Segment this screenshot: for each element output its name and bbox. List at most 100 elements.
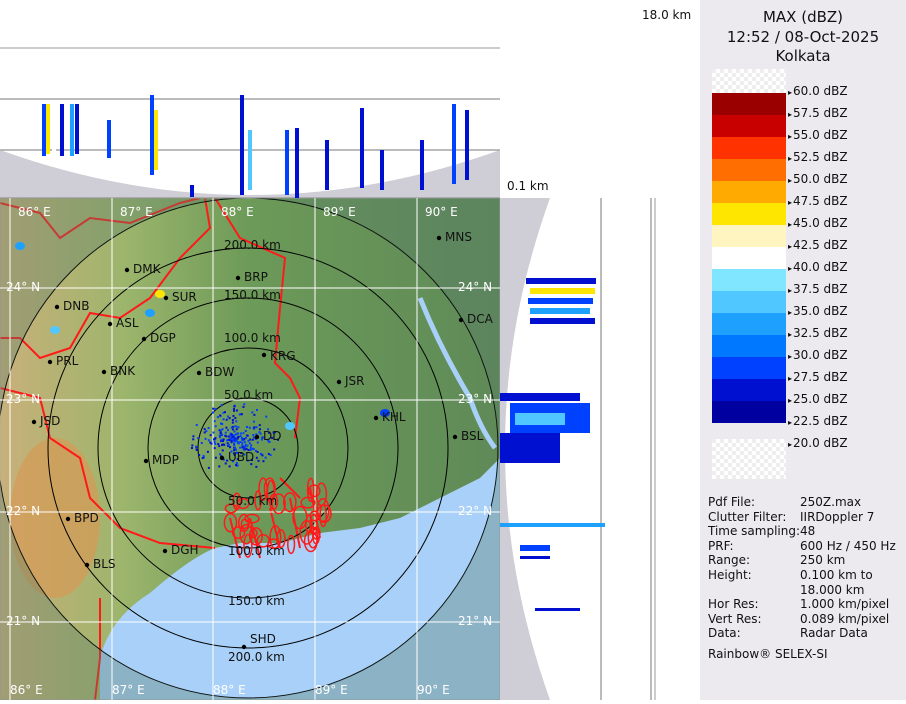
city-label: BDW [205, 365, 235, 379]
height-top-label: 18.0 km [642, 8, 692, 22]
city-dot [235, 275, 241, 281]
echo-pixel [210, 442, 213, 445]
echo-pixel [223, 411, 226, 414]
profile-echo [107, 120, 111, 158]
profile-echo [70, 104, 74, 156]
echo-pixel [200, 442, 203, 445]
echo-cell [50, 326, 60, 334]
city-label: DMK [133, 262, 161, 276]
profile-echo [360, 108, 364, 188]
echo-pixel [269, 453, 272, 456]
city-dot [196, 370, 202, 376]
range-ring-label-north: 150.0 km [224, 288, 281, 302]
echo-pixel [229, 446, 232, 449]
info-value: 600 Hz / 450 Hz [800, 538, 896, 553]
coastline-outline [309, 510, 320, 522]
echo-pixel [243, 445, 246, 448]
echo-pixel [213, 420, 216, 423]
info-value: 48 [800, 524, 816, 539]
city-label: JSR [345, 374, 365, 388]
echo-pixel [233, 434, 236, 437]
echo-pixel [255, 465, 258, 468]
echo-pixel [230, 438, 233, 441]
legend-label: 20.0 dBZ [788, 436, 848, 450]
echo-pixel [237, 435, 240, 438]
echo-pixel [198, 454, 201, 457]
out-of-range-shade [0, 198, 500, 700]
profile-echo [285, 130, 289, 195]
echo-pixel [273, 431, 276, 434]
profile-echo [325, 140, 329, 190]
echo-pixel [255, 456, 258, 459]
coastline-outline [319, 504, 328, 528]
echo-pixel [218, 445, 221, 448]
echo-pixel [261, 436, 264, 439]
coastline-outline [271, 493, 286, 515]
echo-pixel [232, 407, 235, 410]
echo-pixel [207, 427, 210, 430]
legend-label: 45.0 dBZ [788, 216, 848, 230]
radar-ppi-map[interactable]: 86° E 86° E 87° E 87° E 88° E 88° E 89° E 89° E… [0, 197, 501, 701]
echo-pixel [214, 408, 217, 411]
echo-pixel [221, 423, 224, 426]
profile-echo [515, 413, 565, 425]
echo-pixel [238, 413, 241, 416]
echo-pixel [231, 425, 234, 428]
city-dot [141, 336, 147, 342]
latitude-label-right: 21° N [458, 614, 493, 628]
legend-label: 52.5 dBZ [788, 150, 848, 164]
echo-pixel [243, 453, 246, 456]
echo-pixel [264, 456, 267, 459]
echo-pixel [222, 443, 225, 446]
echo-cell [155, 290, 165, 298]
echo-pixel [222, 418, 225, 421]
echo-pixel [219, 414, 222, 417]
echo-pixel [203, 431, 206, 434]
echo-cell [285, 422, 295, 430]
echo-pixel [236, 432, 239, 435]
echo-pixel [234, 440, 237, 443]
echo-pixel [195, 448, 198, 451]
legend-label: 47.5 dBZ [788, 194, 848, 208]
echo-pixel [242, 405, 245, 408]
map-svg[interactable] [0, 197, 501, 701]
profile-echo [295, 128, 299, 198]
echo-pixel [231, 419, 234, 422]
echo-pixel [242, 439, 245, 442]
river [417, 297, 498, 450]
echo-pixel [237, 426, 240, 429]
echo-pixel [235, 451, 238, 454]
city-dot [163, 295, 169, 301]
echo-pixel [230, 441, 233, 444]
echo-pixel [216, 416, 219, 419]
city-dot [254, 434, 260, 440]
echo-pixel [250, 458, 253, 461]
echo-pixel [252, 448, 255, 451]
echo-pixel [251, 438, 254, 441]
profile-echo [500, 523, 605, 527]
city-dot [107, 321, 113, 327]
echo-pixel [220, 439, 223, 442]
info-value: 0.100 km to [800, 568, 873, 582]
profile-echo [420, 140, 424, 190]
city-label: BLS [93, 557, 116, 571]
info-key: Data: [708, 626, 741, 641]
profile-echo [190, 185, 194, 197]
echo-pixel [245, 434, 248, 437]
echo-pixel [229, 432, 232, 435]
echo-pixel [253, 413, 256, 416]
echo-pixel [240, 413, 243, 416]
echo-pixel [253, 426, 256, 429]
height-scale-corner: 18.0 km 0.1 km [500, 0, 700, 198]
echo-pixel [231, 436, 234, 439]
profile-echo [52, 104, 56, 156]
profile-echo [520, 556, 550, 559]
echo-pixel [268, 440, 271, 443]
echo-pixel [259, 432, 262, 435]
range-ring [97, 297, 399, 599]
echo-pixel [239, 432, 242, 435]
echo-pixel [243, 403, 246, 406]
echo-pixel [245, 425, 248, 428]
longitude-label-top: 88° E [221, 205, 254, 219]
echo-pixel [221, 449, 224, 452]
